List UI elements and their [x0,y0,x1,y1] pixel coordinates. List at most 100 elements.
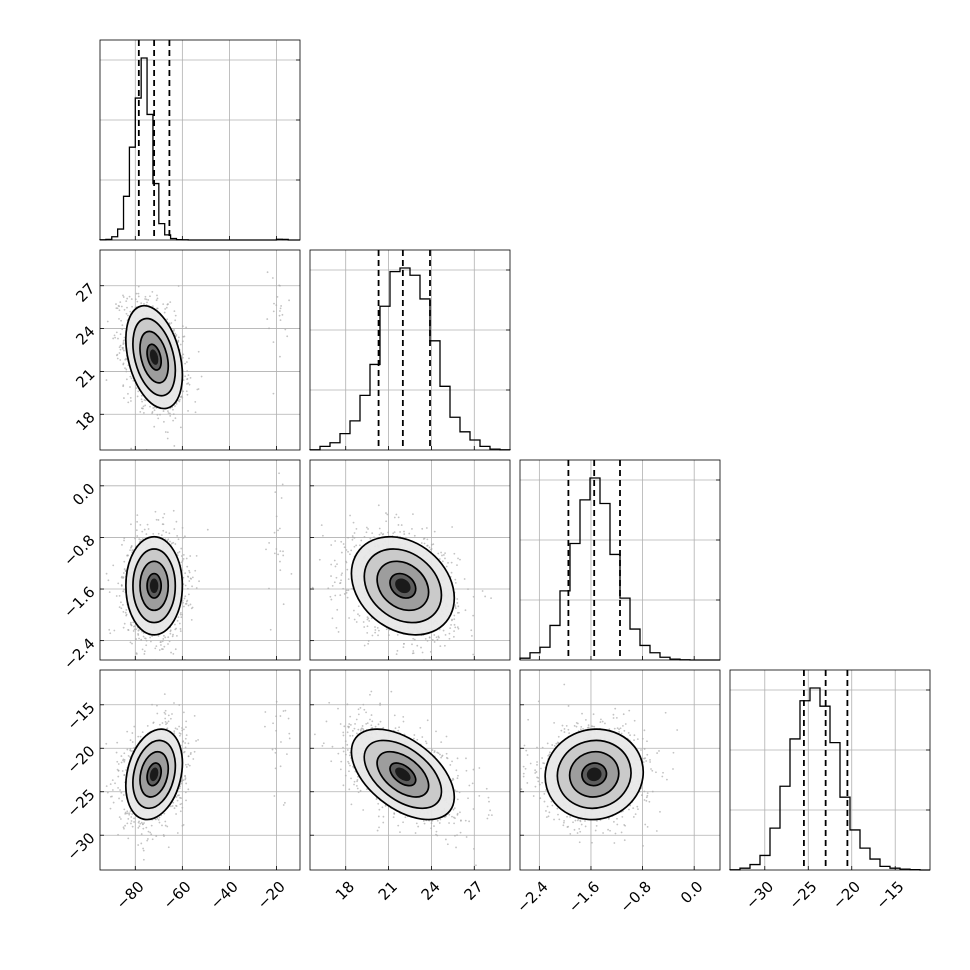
scatter-point [311,586,314,589]
scatter-point [381,533,384,536]
scatter-point [182,558,185,560]
scatter-point [124,824,126,827]
scatter-point [122,794,125,796]
scatter-point [134,298,137,301]
scatter-point [441,560,444,563]
scatter-point [403,642,405,645]
scatter-point [451,526,454,528]
scatter-point [173,445,176,447]
scatter-point [174,648,177,651]
scatter-point [149,295,151,298]
scatter-point [121,543,123,546]
scatter-point [121,575,123,578]
scatter-point [159,413,161,416]
scatter-point [132,630,135,632]
scatter-point [135,387,138,390]
scatter-point [125,300,128,303]
scatter-point [268,587,270,590]
scatter-point [181,340,184,343]
scatter-point [181,559,184,562]
histogram-step-0 [99,57,300,241]
scatter-point [185,734,188,737]
scatter-point [175,334,178,336]
scatter-point [164,636,167,639]
scatter-point [329,595,332,598]
scatter-point [378,527,381,530]
contour-line [363,548,443,624]
scatter-point [433,530,436,533]
scatter-point [151,635,154,638]
scatter-point [371,634,374,637]
scatter-point [116,741,119,744]
scatter-point [350,549,353,552]
scatter-point [129,641,132,644]
scatter-point [397,516,400,519]
scatter-point [126,730,129,733]
scatter-point [124,611,127,614]
scatter-point [173,528,176,530]
scatter-point [330,563,333,566]
scatter-point [282,603,285,606]
scatter-point [181,613,184,616]
scatter-point [167,412,170,414]
scatter-point [191,576,194,579]
scatter-point [367,642,370,645]
scatter-point [343,546,346,549]
scatter-point [407,672,409,674]
scatter-point [188,593,190,596]
scatter-point [124,367,126,369]
scatter-point [362,621,365,623]
scatter-point [367,528,369,530]
scatter-point [331,617,334,620]
scatter-point [443,644,446,647]
scatter-point [109,632,112,635]
scatter-point [143,528,146,531]
scatter-point [129,621,132,624]
scatter-point [164,308,167,310]
scatter-point [125,370,128,373]
scatter-point [144,399,147,402]
scatter-point [180,555,183,557]
scatter-point [136,535,139,537]
scatter-point [146,301,148,304]
scatter-point [272,310,275,313]
scatter-point [144,637,147,640]
scatter-point [155,518,158,521]
scatter-point [178,794,180,797]
scatter-point [179,810,182,813]
scatter-point [279,560,281,563]
contour-line [146,572,163,599]
scatter-point [118,797,120,800]
scatter-point [178,704,181,706]
scatter-point [273,531,276,534]
scatter-point [377,634,379,637]
scatter-point [163,711,166,714]
scatter-point [272,392,275,395]
scatter-point [376,626,379,629]
scatter-point [403,530,405,533]
scatter-point [335,626,338,629]
scatter-point [172,541,175,544]
scatter-point [137,826,140,829]
scatter-point [185,602,188,605]
scatter-point [115,751,118,754]
scatter-point [129,386,131,388]
scatter-point [174,543,177,545]
scatter-point [122,296,125,298]
scatter-point [129,310,132,313]
scatter-point [163,645,166,648]
scatter-point [119,301,122,304]
scatter-point [118,305,121,308]
scatter-point [467,588,469,591]
scatter-point [393,531,396,534]
histogram-frame-0 [99,39,301,241]
scatter-point [157,818,160,821]
scatter-point [180,782,183,785]
scatter-point [284,328,287,331]
scatter-point [453,623,456,626]
scatter-point [416,644,419,647]
scatter-point [123,568,126,570]
scatter-point [120,305,123,308]
scatter-point [348,617,350,619]
scatter-point [452,635,455,638]
